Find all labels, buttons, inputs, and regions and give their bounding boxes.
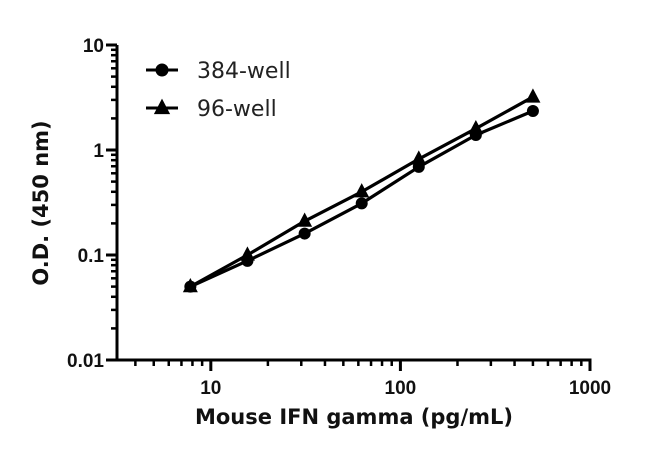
legend: 384-well 96-well — [146, 59, 291, 122]
x-axis-title: Mouse IFN gamma (pg/mL) — [195, 405, 513, 429]
circle-marker-icon — [355, 197, 368, 210]
legend-item: 384-well — [146, 59, 291, 84]
series-96-well — [182, 88, 541, 293]
triangle-marker-icon — [525, 88, 541, 103]
legend-label: 384-well — [197, 59, 291, 84]
triangle-marker-icon — [182, 277, 198, 293]
x-tick-label: 10 — [200, 378, 221, 399]
circle-marker-icon — [155, 63, 169, 77]
triangle-marker-icon — [354, 183, 370, 198]
series-384-well — [184, 105, 539, 293]
y-tick-label: 0.01 — [67, 351, 104, 372]
circle-marker-icon — [298, 227, 311, 240]
triangle-marker-icon — [153, 98, 171, 115]
triangle-marker-icon — [297, 212, 313, 227]
x-tick-label: 1000 — [569, 378, 611, 399]
y-tick-label: 0.1 — [78, 246, 105, 267]
triangle-marker-icon — [411, 150, 427, 165]
triangle-marker-icon — [468, 119, 484, 135]
y-tick-label: 1 — [93, 141, 104, 162]
y-axis: 0.01 0.1 1 10 — [67, 36, 119, 372]
plot-series — [182, 88, 541, 293]
legend-item: 96-well — [146, 97, 277, 122]
x-axis: 10 100 1000 — [115, 358, 611, 399]
legend-label: 96-well — [197, 97, 277, 122]
circle-marker-icon — [526, 105, 539, 118]
y-tick-label: 10 — [83, 36, 104, 57]
y-axis-title: O.D. (450 nm) — [29, 120, 53, 285]
triangle-marker-icon — [239, 246, 255, 261]
x-tick-label: 100 — [385, 378, 417, 399]
